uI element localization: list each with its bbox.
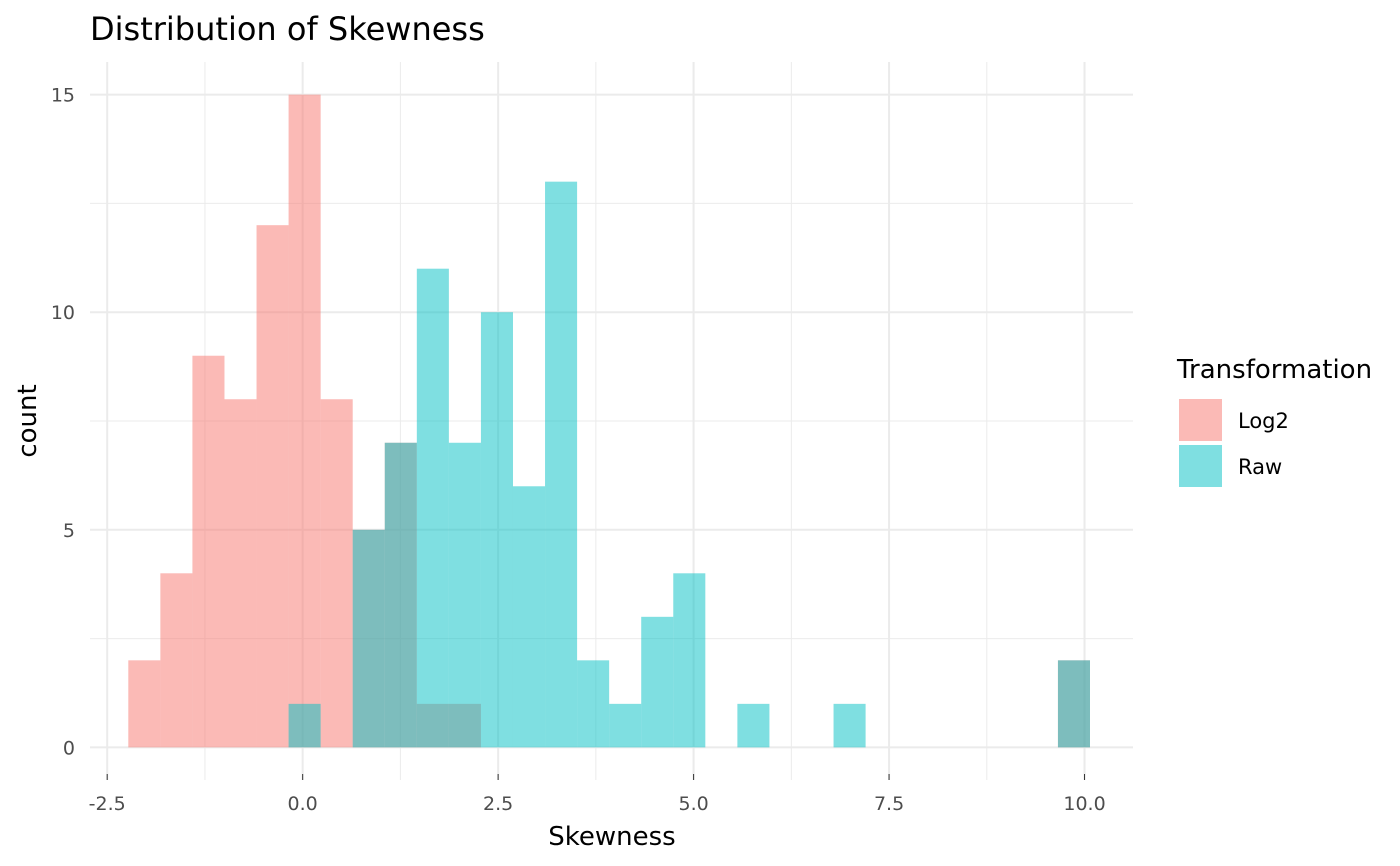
chart-title: Distribution of Skewness [90,10,485,48]
y-tick-label: 15 [51,85,75,107]
bar-raw [480,312,513,748]
y-axis-title: count [13,384,43,457]
y-axis-ticks: 0 5 10 15 [51,85,75,760]
bar-raw [448,442,481,748]
legend-label-log2: Log2 [1238,409,1289,433]
bar-raw [384,442,417,748]
x-axis-ticks: -2.5 0.0 2.5 5.0 7.5 10.0 [89,774,1106,815]
bar-log2 [256,225,289,748]
bar-log2 [192,355,225,748]
x-tick-label: 5.0 [678,793,708,815]
bar-raw [288,703,321,748]
bar-raw [833,703,866,748]
bar-raw [1057,660,1090,748]
bar-raw [416,268,449,748]
legend-key-log2 [1179,399,1222,441]
x-tick-label: 7.5 [874,793,904,815]
bar-raw [577,660,610,748]
series-raw-bars [288,181,1090,748]
x-tick-label: 10.0 [1063,793,1105,815]
bar-log2 [160,573,193,748]
x-tick-label: 0.0 [288,793,318,815]
bar-log2 [320,399,353,748]
legend-title: Transformation [1176,355,1372,385]
y-tick-label: 5 [63,520,75,542]
legend: Transformation Log2 Raw [1176,355,1372,487]
legend-label-raw: Raw [1238,455,1282,479]
bar-raw [512,486,546,748]
legend-key-raw [1179,445,1222,487]
bar-raw [352,529,385,748]
bar-log2 [128,660,161,748]
x-tick-label: -2.5 [89,793,126,815]
bar-log2 [224,399,257,748]
y-tick-label: 10 [51,302,75,324]
x-tick-label: 2.5 [483,793,513,815]
bar-log2 [288,94,321,748]
bar-raw [545,181,578,748]
y-tick-label: 0 [63,737,75,759]
bar-raw [673,573,706,748]
x-axis-title: Skewness [548,822,675,852]
bar-raw [641,616,674,748]
bar-raw [737,703,770,748]
bar-raw [609,703,642,748]
